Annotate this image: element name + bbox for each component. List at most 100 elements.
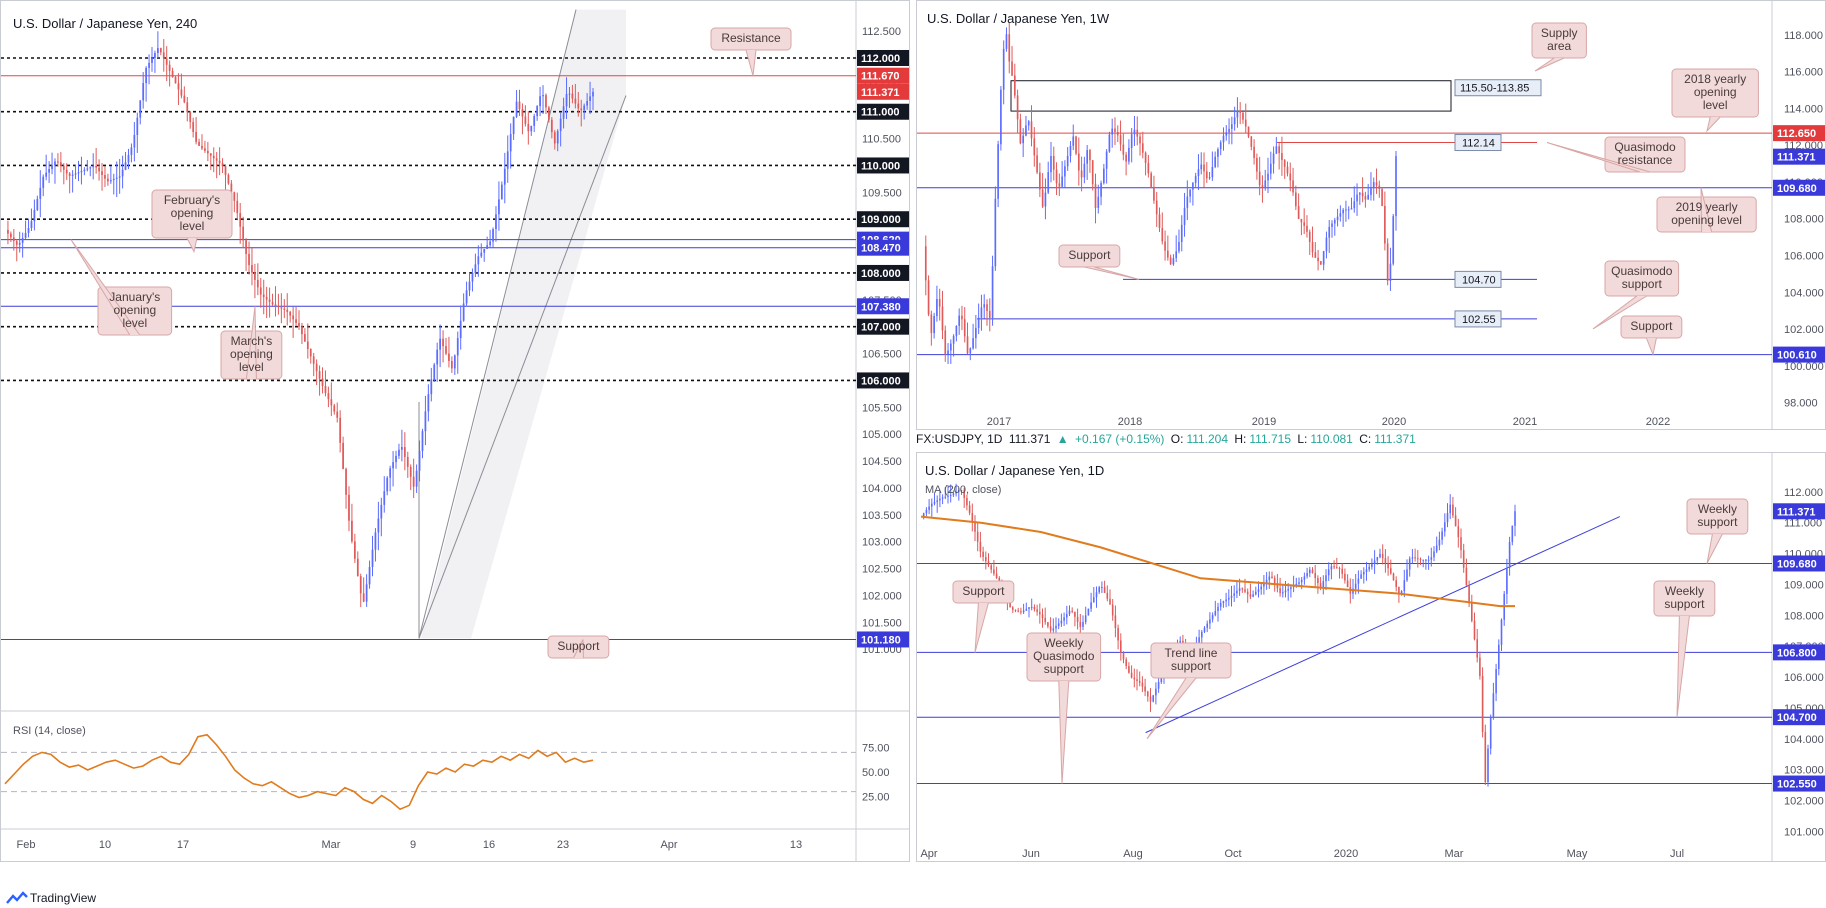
- candle-1d: [1481, 675, 1484, 733]
- candle-1d: [1160, 675, 1163, 683]
- candle-1w: [966, 336, 969, 354]
- candle-4h: [377, 518, 380, 533]
- x-tick-label: 2019: [1252, 416, 1276, 428]
- tradingview-logo-icon[interactable]: [6, 891, 28, 905]
- trend-line: [1145, 516, 1621, 734]
- annotation-weekly-support-line: support: [1697, 515, 1738, 529]
- candle-4h: [186, 102, 189, 113]
- annotation-weekly-support-2-pointer: [1676, 615, 1690, 718]
- chart-4h[interactable]: 112.500112.000111.500111.000110.500110.0…: [1, 1, 910, 862]
- candle-1w: [1370, 188, 1372, 195]
- candle-1d: [1157, 682, 1160, 689]
- candle-1d: [1068, 610, 1071, 615]
- x-tick-label: Mar: [1445, 848, 1464, 860]
- candle-4h: [445, 346, 447, 354]
- tradingview-brand[interactable]: TradingView: [30, 891, 97, 905]
- chart-daily-pane[interactable]: 112.000111.000110.000109.000108.000107.0…: [916, 452, 1826, 862]
- chart-4h-pane[interactable]: 112.500112.000111.500111.000110.500110.0…: [0, 0, 910, 862]
- candle-1d: [1060, 620, 1063, 624]
- candle-4h: [295, 319, 297, 323]
- candle-1w: [1303, 222, 1306, 226]
- candle-4h: [224, 166, 227, 175]
- annotation-january-opening-pointer: [70, 239, 141, 336]
- candle-4h: [262, 294, 265, 298]
- candle-4h: [392, 462, 394, 469]
- price-tag-110.000: 110.000: [861, 160, 900, 172]
- candle-1w: [1164, 241, 1166, 251]
- candle-1d: [1470, 602, 1473, 621]
- y-tick-label: 111.000: [1784, 518, 1822, 530]
- candle-4h: [156, 48, 159, 54]
- candle-1w: [1331, 223, 1333, 227]
- daily-high-label: H:: [1234, 432, 1247, 446]
- candle-1w: [1364, 196, 1367, 200]
- y-tick-label: 109.500: [862, 187, 902, 199]
- candle-4h: [71, 174, 74, 176]
- y-tick-label: 106.000: [1784, 250, 1824, 262]
- candle-4h: [212, 155, 215, 159]
- price-tag-102.550-bg: [1773, 775, 1825, 792]
- candle-1w: [1233, 117, 1236, 125]
- candle-4h: [215, 158, 218, 161]
- price-tag-106.000: 106.000: [861, 375, 901, 387]
- daily-symbol[interactable]: FX:USDJPY, 1D: [916, 432, 1003, 446]
- candle-1w: [1295, 192, 1297, 207]
- candle-1d: [1230, 595, 1233, 598]
- candle-1w: [977, 317, 980, 328]
- candle-1d: [936, 500, 939, 503]
- candle-4h: [183, 95, 186, 103]
- candle-1w: [1372, 182, 1375, 189]
- candle-1w: [961, 315, 963, 320]
- candle-1d: [1511, 525, 1514, 543]
- price-tag-108.000: 108.000: [861, 268, 901, 280]
- candle-1w: [1361, 192, 1364, 197]
- candle-1d: [1030, 606, 1033, 608]
- candle-4h: [109, 180, 112, 182]
- candle-1d: [1441, 531, 1443, 540]
- candle-1d: [1268, 576, 1271, 580]
- candle-4h: [121, 169, 124, 177]
- candle-1d: [1276, 583, 1279, 589]
- annotation-support-daily: Support: [952, 580, 1015, 653]
- candle-1w: [1306, 225, 1308, 232]
- candle-4h: [115, 177, 118, 179]
- candle-1w: [1052, 156, 1055, 170]
- candle-1d: [1387, 563, 1389, 569]
- candle-1w: [1308, 231, 1311, 242]
- candle-1w: [1200, 164, 1203, 170]
- candle-1d: [1028, 607, 1030, 609]
- candle-1w: [1333, 220, 1336, 224]
- annotation-weekly-quasimodo-line: Weekly: [1044, 636, 1083, 650]
- chart-weekly-pane[interactable]: 118.000116.000114.000112.000110.000108.0…: [916, 0, 1826, 430]
- annotation-quasimodo-support-pointer: [1592, 295, 1648, 330]
- chart-weekly[interactable]: 118.000116.000114.000112.000110.000108.0…: [917, 1, 1826, 430]
- candle-1w: [1172, 258, 1175, 265]
- candle-1w: [1178, 241, 1180, 252]
- candle-1w: [1100, 183, 1102, 197]
- candle-4h: [303, 334, 306, 342]
- candle-1d: [1236, 590, 1238, 594]
- candle-4h: [165, 58, 168, 65]
- candle-4h: [492, 229, 494, 242]
- candle-1d: [933, 502, 936, 504]
- candle-1w: [1322, 251, 1325, 265]
- price-tag-107.000-bg: [857, 318, 909, 335]
- candle-4h: [471, 273, 474, 282]
- annotation-weekly-support-2-line: support: [1664, 597, 1705, 611]
- candle-1d: [1414, 557, 1416, 559]
- chart-daily-title: U.S. Dollar / Japanese Yen, 1D: [925, 463, 1104, 478]
- candle-1w: [1069, 145, 1072, 157]
- candle-1d: [1400, 591, 1403, 594]
- annotation-support-weekly-line: Support: [1068, 248, 1111, 262]
- candle-1w: [1311, 241, 1314, 253]
- candle-4h: [351, 520, 353, 542]
- y-tick-label: 103.500: [862, 510, 902, 522]
- annotation-trend-line-support-line: support: [1171, 659, 1212, 673]
- candle-4h: [559, 118, 562, 132]
- chart-daily[interactable]: 112.000111.000110.000109.000108.000107.0…: [917, 453, 1826, 862]
- candle-4h: [280, 307, 283, 309]
- y-tick-label: 105.000: [862, 429, 902, 441]
- candle-1d: [1254, 591, 1257, 595]
- rsi-tick-label: 75.00: [862, 743, 890, 755]
